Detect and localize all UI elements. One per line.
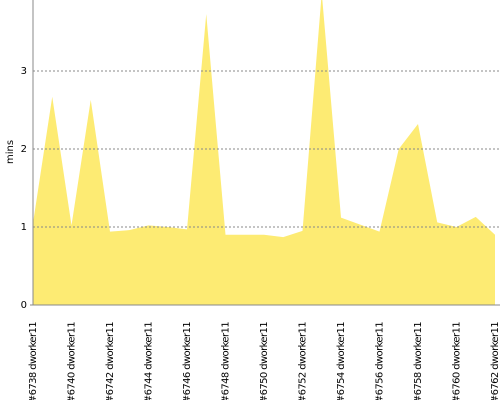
x-tick-label: #6754 dworker11 [336,322,347,400]
x-tick-label: #6758 dworker11 [413,322,424,400]
y-tick-label: 0 [21,300,27,311]
x-tick-label: #6760 dworker11 [452,322,463,400]
y-axis-label: mins [5,140,16,164]
x-tick-label: #6738 dworker11 [28,322,39,400]
y-tick-label: 2 [21,144,27,155]
x-tick-label: #6750 dworker11 [259,322,270,400]
x-tick-label: #6740 dworker11 [67,322,78,400]
x-tick-label: #6762 dworker11 [490,322,500,400]
area [33,0,495,305]
x-tick-label: #6752 dworker11 [298,322,309,400]
x-tick-label: #6746 dworker11 [182,322,193,400]
x-tick-label: #6756 dworker11 [375,322,386,400]
x-tick-label: #6748 dworker11 [221,322,232,400]
y-tick-label: 1 [21,222,27,233]
y-tick-label: 3 [21,66,27,77]
x-tick-label: #6742 dworker11 [105,322,116,400]
x-tick-label: #6744 dworker11 [144,322,155,400]
